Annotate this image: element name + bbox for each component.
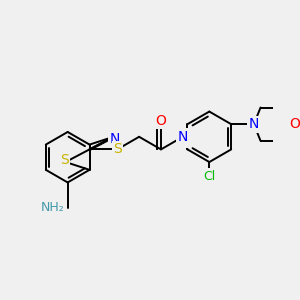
Text: S: S (113, 142, 122, 156)
Text: NH₂: NH₂ (40, 201, 64, 214)
Text: H: H (179, 137, 188, 147)
Text: N: N (109, 132, 120, 145)
Text: S: S (60, 153, 69, 167)
Text: N: N (249, 117, 259, 131)
Text: O: O (290, 117, 300, 131)
Text: O: O (155, 114, 167, 128)
Text: Cl: Cl (203, 169, 215, 183)
Text: N: N (178, 130, 188, 144)
